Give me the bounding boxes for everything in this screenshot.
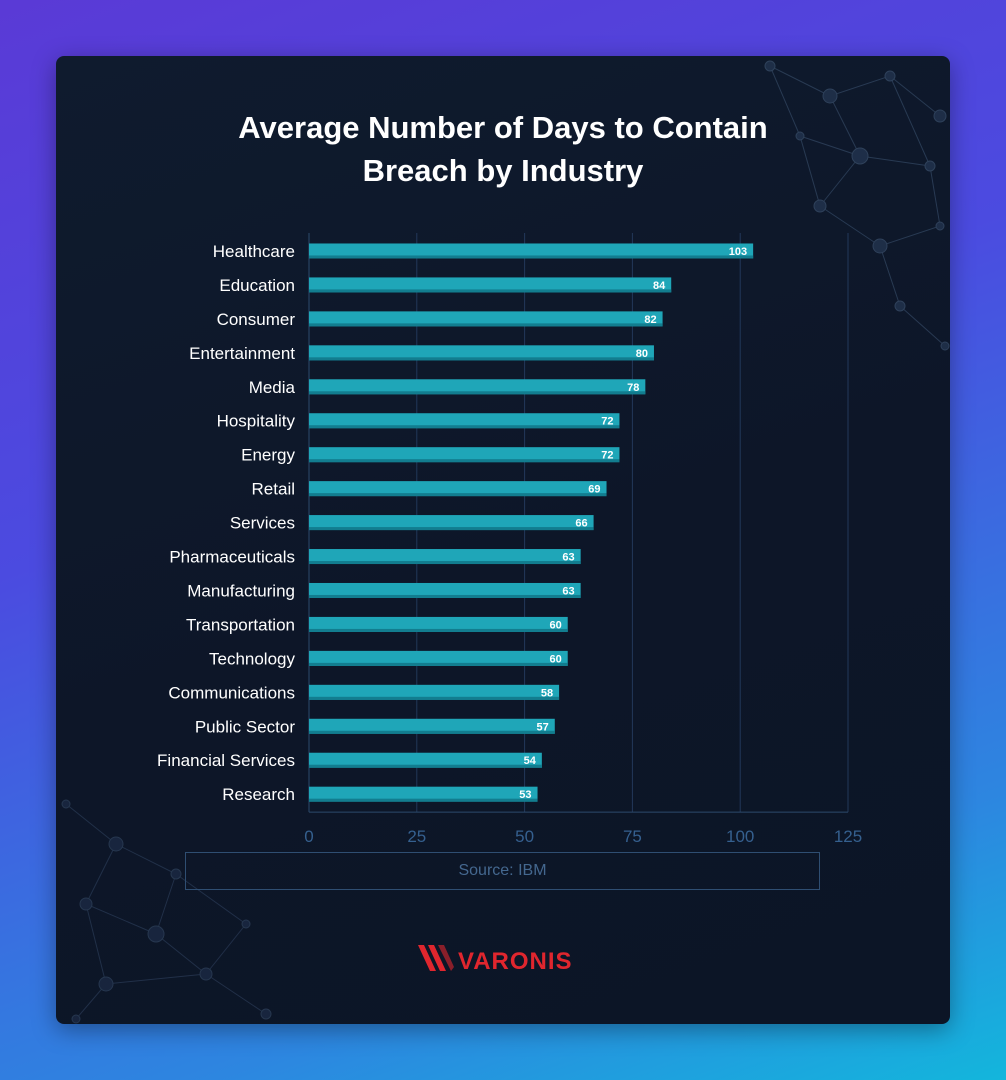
category-label: Media bbox=[249, 378, 296, 397]
x-tick-label: 100 bbox=[726, 827, 754, 846]
category-label: Entertainment bbox=[189, 344, 295, 363]
category-label: Research bbox=[222, 785, 295, 804]
bar-shade bbox=[309, 662, 568, 666]
bar-shade bbox=[309, 459, 620, 463]
category-label: Retail bbox=[252, 480, 295, 499]
category-label: Hospitality bbox=[217, 412, 296, 431]
category-label: Public Sector bbox=[195, 717, 295, 736]
bar-value-label: 69 bbox=[588, 484, 600, 496]
category-label: Communications bbox=[168, 683, 295, 702]
source-note: Source: IBM bbox=[185, 852, 820, 890]
bar bbox=[309, 413, 620, 429]
bar bbox=[309, 786, 538, 802]
bar bbox=[309, 684, 560, 700]
category-label: Energy bbox=[241, 446, 295, 465]
x-tick-label: 125 bbox=[834, 827, 862, 846]
category-label: Technology bbox=[209, 649, 296, 668]
bar-value-label: 54 bbox=[524, 755, 537, 767]
bar-shade bbox=[309, 391, 646, 395]
bar bbox=[309, 752, 542, 768]
bar-shade bbox=[309, 764, 542, 768]
category-label: Transportation bbox=[186, 615, 295, 634]
chart-title: Average Number of Days to Contain Breach … bbox=[56, 106, 950, 192]
x-tick-label: 25 bbox=[407, 827, 426, 846]
chart-card: Average Number of Days to Contain Breach … bbox=[56, 56, 950, 1024]
bar-shade bbox=[309, 255, 754, 259]
category-label: Healthcare bbox=[213, 242, 295, 261]
bar-chart: 0 25 50 75 100 125 Healthcare 103 Education 84 Con… bbox=[157, 233, 862, 846]
bar-shade bbox=[309, 696, 560, 700]
bar bbox=[309, 345, 654, 361]
bar bbox=[309, 243, 754, 259]
bar bbox=[309, 311, 663, 327]
bar bbox=[309, 447, 620, 463]
bar bbox=[309, 582, 581, 598]
bar bbox=[309, 379, 646, 395]
bar-value-label: 66 bbox=[575, 518, 587, 530]
bar-shade bbox=[309, 594, 581, 598]
bar-shade bbox=[309, 798, 538, 802]
bar-value-label: 82 bbox=[644, 314, 656, 326]
bar-shade bbox=[309, 730, 555, 734]
bar-value-label: 60 bbox=[549, 619, 561, 631]
bar-shade bbox=[309, 289, 672, 293]
bar bbox=[309, 718, 555, 734]
bar bbox=[309, 650, 568, 666]
bar-shade bbox=[309, 628, 568, 632]
bar bbox=[309, 515, 594, 531]
svg-text:VARONIS: VARONIS bbox=[458, 948, 573, 975]
varonis-logo: VARONIS bbox=[418, 945, 573, 975]
bar-value-label: 57 bbox=[537, 721, 549, 733]
bar-shade bbox=[309, 425, 620, 429]
bar-value-label: 72 bbox=[601, 416, 613, 428]
bar-value-label: 103 bbox=[729, 246, 747, 258]
category-label: Services bbox=[230, 514, 295, 533]
bar-value-label: 84 bbox=[653, 280, 666, 292]
bar bbox=[309, 616, 568, 632]
category-label: Financial Services bbox=[157, 751, 295, 770]
x-tick-label: 50 bbox=[515, 827, 534, 846]
bar-value-label: 63 bbox=[562, 552, 574, 564]
category-label: Education bbox=[219, 276, 295, 295]
bar-value-label: 60 bbox=[549, 653, 561, 665]
category-label: Consumer bbox=[217, 310, 296, 329]
chart-title-line-1: Average Number of Days to Contain bbox=[238, 110, 768, 145]
category-label: Manufacturing bbox=[187, 581, 295, 600]
category-label: Pharmaceuticals bbox=[169, 548, 295, 567]
x-tick-label: 0 bbox=[304, 827, 313, 846]
bar-shade bbox=[309, 323, 663, 327]
bar bbox=[309, 481, 607, 497]
x-tick-label: 75 bbox=[623, 827, 642, 846]
bar-shade bbox=[309, 493, 607, 497]
bar bbox=[309, 277, 672, 293]
bar-shade bbox=[309, 527, 594, 531]
bar-value-label: 58 bbox=[541, 687, 553, 699]
bar-value-label: 80 bbox=[636, 348, 648, 360]
bar-shade bbox=[309, 561, 581, 565]
bar-value-label: 78 bbox=[627, 382, 639, 394]
bar-value-label: 72 bbox=[601, 450, 613, 462]
bar-value-label: 63 bbox=[562, 585, 574, 597]
bar-value-label: 53 bbox=[519, 789, 531, 801]
bar bbox=[309, 549, 581, 565]
bar-shade bbox=[309, 357, 654, 361]
chart-title-line-2: Breach by Industry bbox=[362, 153, 644, 188]
